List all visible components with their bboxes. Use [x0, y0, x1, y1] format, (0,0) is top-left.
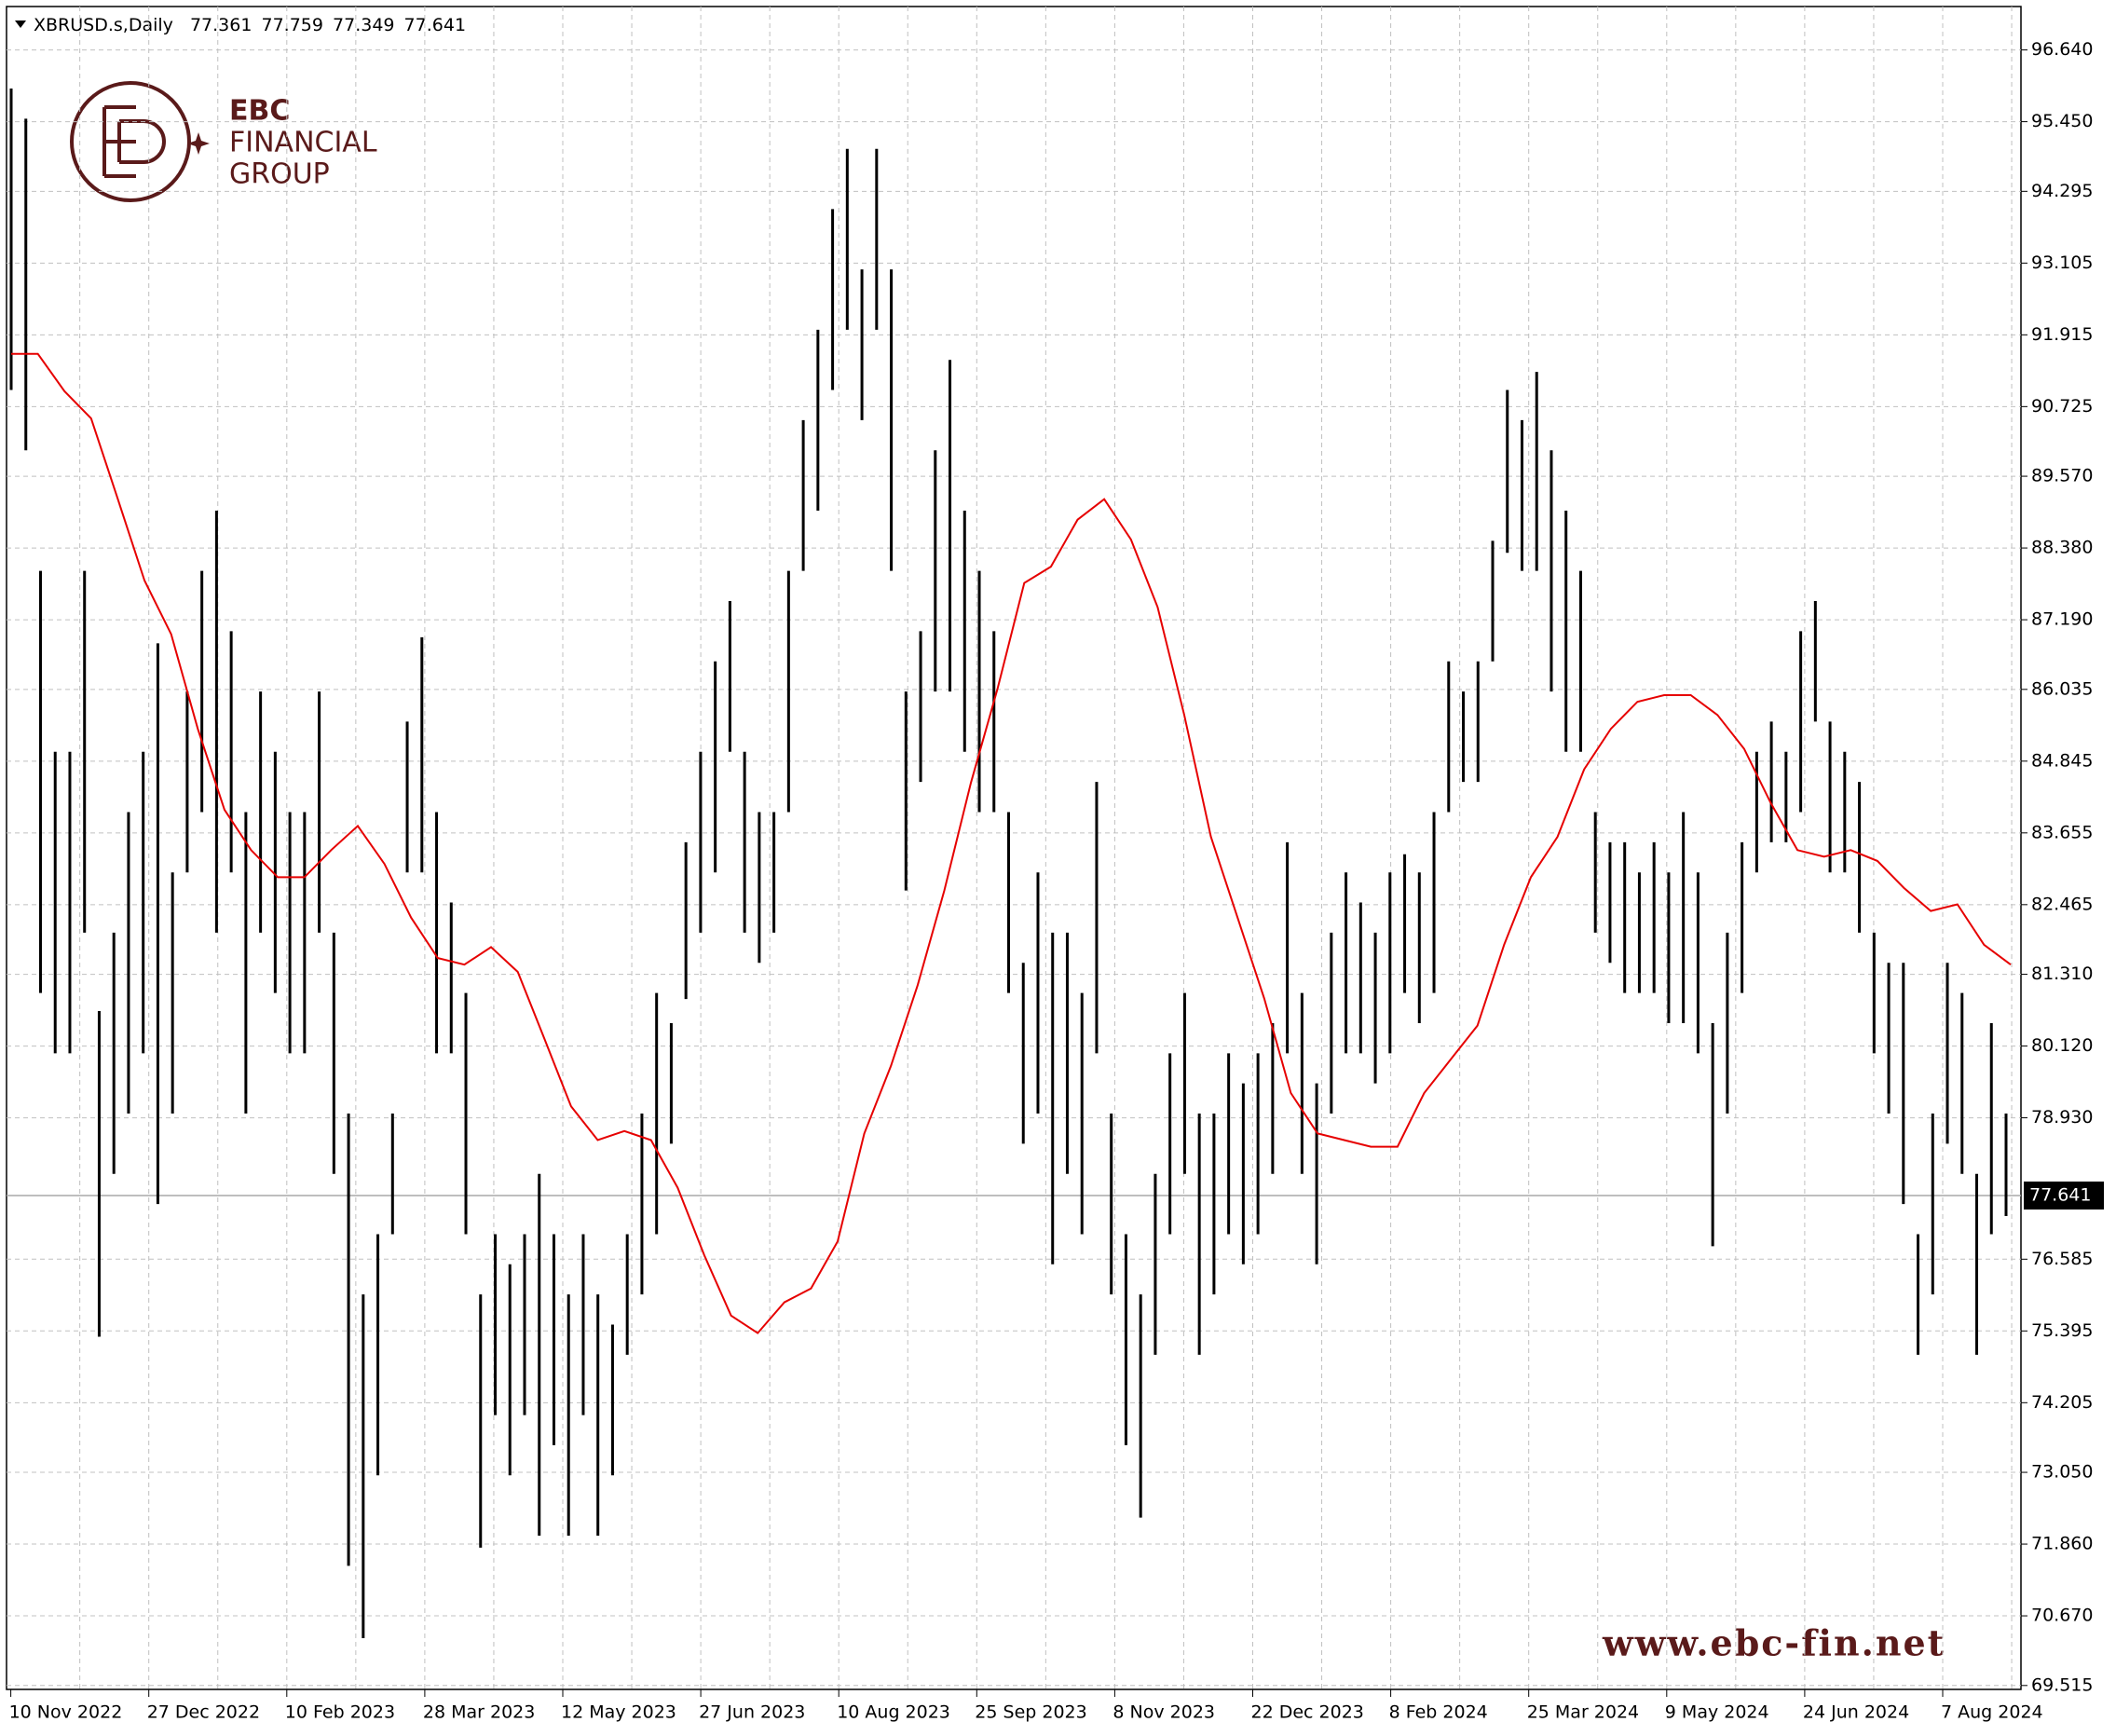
quote-low: 77.349: [333, 15, 394, 35]
y-tick-label: 93.105: [2031, 253, 2093, 273]
x-tick-label: 28 Mar 2023: [423, 1702, 535, 1723]
y-tick-label: 88.380: [2031, 538, 2093, 558]
y-tick-label: 86.035: [2031, 678, 2093, 699]
price-label: 77.641: [2029, 1184, 2091, 1205]
moving-average: [11, 352, 2012, 1334]
grid-layer: [7, 7, 2021, 1689]
y-tick-label: 69.515: [2031, 1674, 2093, 1695]
logo-mark: [102, 105, 166, 178]
y-tick-label: 83.655: [2031, 822, 2093, 842]
y-tick-label: 78.930: [2031, 1107, 2093, 1128]
x-tick-label: 10 Feb 2023: [285, 1702, 395, 1723]
quote-open: 77.361: [190, 15, 252, 35]
y-tick-label: 82.465: [2031, 894, 2093, 914]
x-tick-label: 10 Nov 2022: [9, 1702, 123, 1723]
y-tick-label: 71.860: [2031, 1534, 2093, 1554]
price-label-box: [2024, 1181, 2104, 1210]
x-tick-label: 27 Jun 2023: [699, 1702, 805, 1723]
x-tick-label: 22 Dec 2023: [1251, 1702, 1364, 1723]
y-tick-label: 94.295: [2031, 181, 2093, 201]
quote-close: 77.641: [404, 15, 466, 35]
x-tick-label: 10 Aug 2023: [837, 1702, 950, 1723]
plot-frame: [6, 6, 2022, 1690]
x-tick-label: 9 May 2024: [1665, 1702, 1769, 1723]
y-tick-label: 96.640: [2031, 39, 2093, 60]
brand-name: EBC: [229, 95, 290, 128]
x-tick-label: 7 Aug 2024: [1941, 1702, 2043, 1723]
chart-title: XBRUSD.s,Daily: [34, 15, 173, 35]
x-tick-label: 12 May 2023: [561, 1702, 676, 1723]
y-tick-label: 74.205: [2031, 1392, 2093, 1413]
y-tick-label: 89.570: [2031, 466, 2093, 486]
y-tick-label: 84.845: [2031, 750, 2093, 771]
x-tick-label: 27 Dec 2022: [147, 1702, 260, 1723]
x-tick-label: 25 Mar 2024: [1527, 1702, 1639, 1723]
y-tick-label: 70.670: [2031, 1606, 2093, 1626]
logo-ring: [70, 81, 191, 202]
y-tick-label: 81.310: [2031, 964, 2093, 984]
logo: EBC FINANCIAL GROUP: [70, 81, 377, 202]
brand-line: GROUP: [229, 158, 330, 191]
y-tick-label: 75.395: [2031, 1320, 2093, 1341]
chart-header: XBRUSD.s,Daily 77.361 77.759 77.349 77.6…: [34, 15, 466, 35]
x-tick-label: 25 Sep 2023: [975, 1702, 1086, 1723]
brand-line: FINANCIAL: [229, 127, 377, 159]
y-tick-label: 76.585: [2031, 1249, 2093, 1269]
quote-high: 77.759: [261, 15, 322, 35]
x-tick-label: 24 Jun 2024: [1803, 1702, 1909, 1723]
y-tick-label: 87.190: [2031, 609, 2093, 630]
x-tick-label: 8 Feb 2024: [1389, 1702, 1488, 1723]
y-tick-label: 90.725: [2031, 396, 2093, 417]
watermark-url: www.ebc-fin.net: [1602, 1622, 1945, 1664]
y-tick-label: 91.915: [2031, 324, 2093, 345]
y-tick-label: 73.050: [2031, 1462, 2093, 1483]
y-tick-label: 95.450: [2031, 111, 2093, 131]
y-tick-label: 80.120: [2031, 1035, 2093, 1056]
menu-arrow: [15, 21, 26, 28]
x-tick-label: 8 Nov 2023: [1113, 1702, 1215, 1723]
logo-star: [187, 132, 210, 155]
